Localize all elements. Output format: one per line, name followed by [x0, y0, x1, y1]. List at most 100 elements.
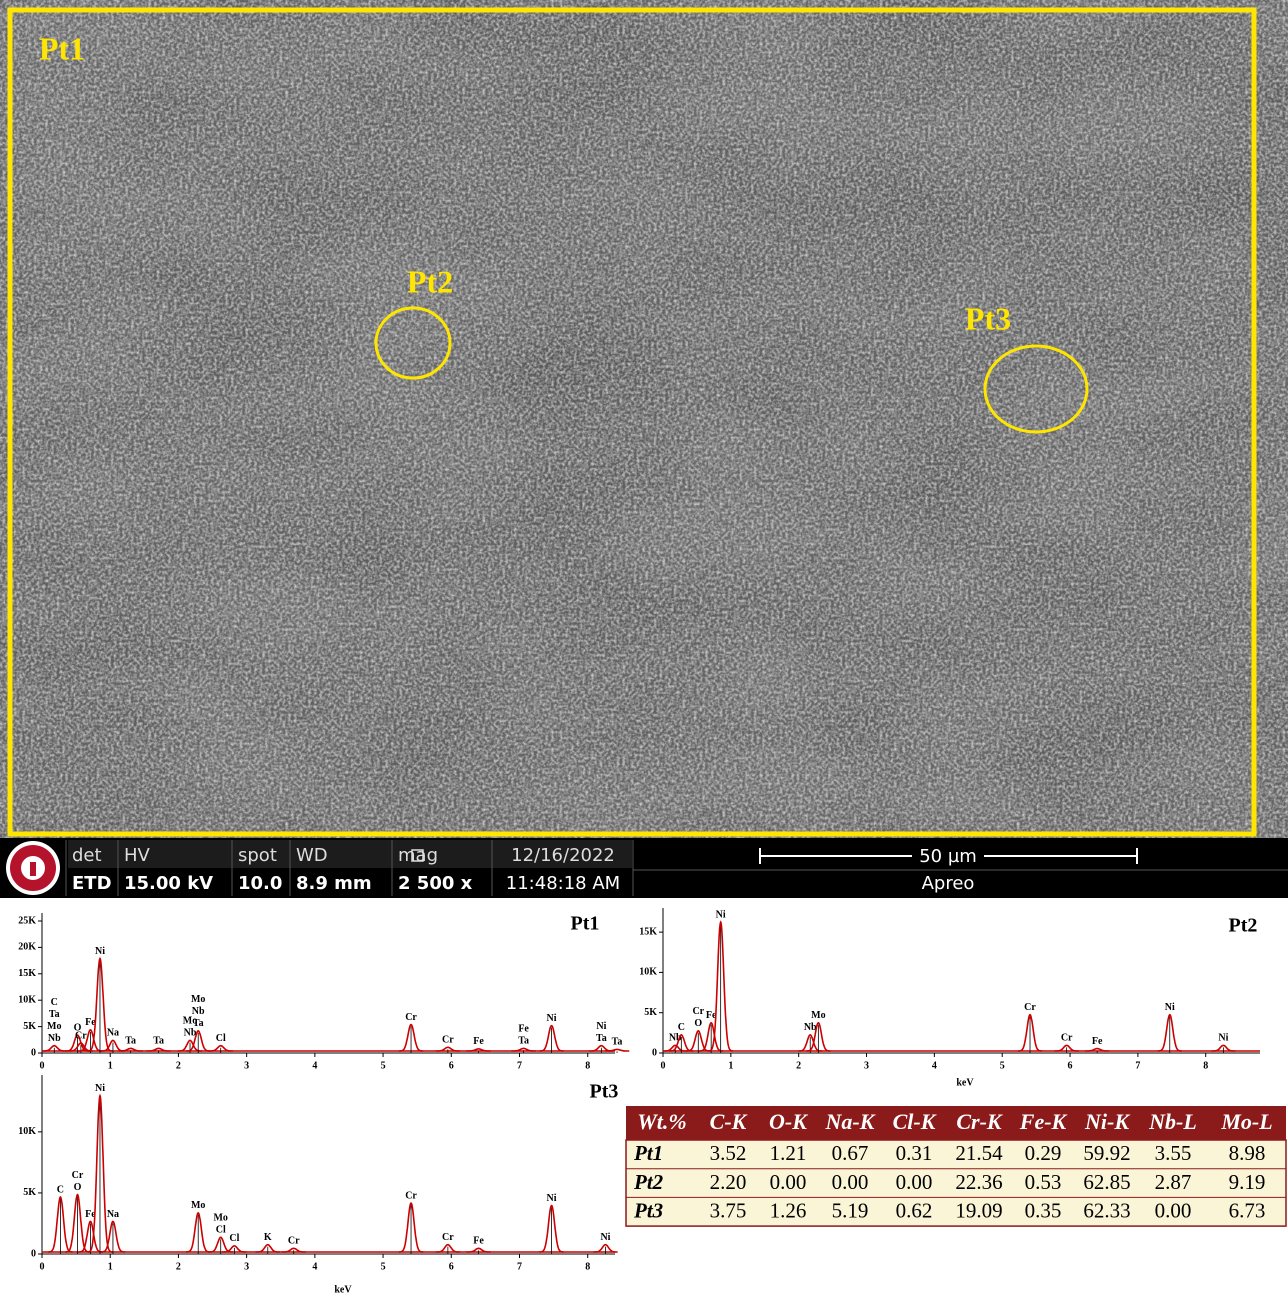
x-tick-label: 7 [1135, 1060, 1140, 1071]
peak-label: K [264, 1232, 272, 1243]
peak-label: Cr [72, 1170, 84, 1181]
figure: Pt1Pt2Pt3detETDHV15.00 kVspot10.0WD8.9 m… [0, 0, 1288, 1297]
table-header: Wt.% [637, 1109, 687, 1134]
x-axis-label: keV [956, 1077, 974, 1088]
peak-label: Cr [442, 1232, 454, 1243]
x-tick-label: 7 [517, 1261, 522, 1272]
info-head: WD [296, 845, 328, 866]
peak-label: Nb [48, 1033, 61, 1044]
info-head: det [72, 845, 102, 866]
y-tick-label: 15K [18, 968, 36, 979]
x-tick-label: 6 [1068, 1060, 1073, 1071]
x-tick-label: 2 [796, 1060, 801, 1071]
table-cell: 6.73 [1229, 1199, 1266, 1223]
x-tick-label: 3 [244, 1060, 249, 1071]
x-tick-label: 2 [176, 1261, 181, 1272]
peak-label: Cr [288, 1236, 300, 1247]
table-cell: 62.85 [1083, 1170, 1130, 1194]
table-cell: 2.87 [1155, 1170, 1192, 1194]
y-tick-label: 5K [23, 1187, 36, 1198]
peak-label: Ni [1218, 1033, 1228, 1044]
x-tick-label: 2 [176, 1060, 181, 1071]
peak-label: Cr [1061, 1033, 1073, 1044]
x-axis-label: keV [334, 1284, 352, 1295]
table-cell: 3.55 [1155, 1141, 1192, 1165]
scale-label: 50 µm [919, 846, 977, 867]
table-cell: 9.19 [1229, 1170, 1266, 1194]
table-cell: 0.00 [832, 1170, 869, 1194]
y-tick-label: 10K [18, 994, 36, 1005]
peak-label: Ta [125, 1036, 136, 1047]
table-cell: 59.92 [1083, 1141, 1130, 1165]
y-tick-label: 10K [639, 967, 657, 978]
chart-title: Pt1 [571, 913, 600, 935]
x-tick-label: 4 [312, 1060, 317, 1071]
x-tick-label: 0 [40, 1060, 45, 1071]
peak [605, 1049, 630, 1051]
peak-label: Cr [75, 1030, 87, 1041]
y-tick-label: 0 [31, 1248, 36, 1259]
info-head: spot [238, 845, 277, 866]
x-tick-label: 4 [932, 1060, 937, 1071]
peak-label: Mo [213, 1213, 227, 1224]
x-tick-label: 8 [1203, 1060, 1208, 1071]
peak-label: C [51, 997, 58, 1008]
y-tick-label: 25K [18, 915, 36, 926]
info-value: 11:48:18 AM [506, 873, 620, 894]
peak-label: Cr [1024, 1002, 1036, 1013]
peak-label: Cr [692, 1006, 704, 1017]
peak-label: Ta [612, 1037, 623, 1048]
peak-label: Ta [49, 1009, 60, 1020]
peak-label: Fe [473, 1036, 484, 1047]
table-header: C-K [710, 1109, 748, 1134]
peak-label: Fe [1092, 1036, 1103, 1047]
chart-title: Pt2 [1229, 915, 1258, 937]
peak-label: Cr [442, 1035, 454, 1046]
table-cell: 1.26 [770, 1199, 807, 1223]
table-header: Mo-L [1220, 1109, 1272, 1134]
peak-label: Cr [405, 1012, 417, 1023]
x-tick-label: 5 [1000, 1060, 1005, 1071]
table-header: Nb-L [1148, 1109, 1197, 1134]
x-tick-label: 6 [449, 1261, 454, 1272]
table-cell: 62.33 [1083, 1199, 1130, 1223]
x-tick-label: 1 [108, 1261, 113, 1272]
table-cell: 0.53 [1025, 1170, 1062, 1194]
info-head: HV [124, 845, 151, 866]
table-cell: 0.67 [832, 1141, 869, 1165]
peak-label: Na [107, 1028, 119, 1039]
point-label: Pt3 [965, 300, 1011, 336]
table-cell: 0.62 [896, 1199, 933, 1223]
info-value: 15.00 kV [124, 873, 213, 894]
x-tick-label: 4 [312, 1261, 317, 1272]
y-tick-label: 15K [639, 926, 657, 937]
table-header: Ni-K [1084, 1109, 1130, 1134]
peak-label: Mo [811, 1010, 825, 1021]
table-cell: 21.54 [955, 1141, 1003, 1165]
table-cell: 0.00 [770, 1170, 807, 1194]
peak-label: Na [107, 1209, 119, 1220]
x-tick-label: 8 [585, 1261, 590, 1272]
point-label: Pt1 [39, 30, 85, 66]
peak-label: O [694, 1018, 702, 1029]
x-tick-label: 6 [449, 1060, 454, 1071]
table-header: Na-K [825, 1109, 876, 1134]
info-value: 8.9 mm [296, 873, 372, 894]
table-cell: 0.00 [1155, 1199, 1192, 1223]
peak-label: Ni [547, 1013, 557, 1024]
point-label: Pt2 [407, 263, 453, 299]
sem-image [0, 0, 1288, 838]
row-label: Pt2 [633, 1170, 664, 1194]
peak-label: Ta [153, 1036, 164, 1047]
peak-label: Cr [405, 1190, 417, 1201]
peak-label: Mo [191, 1200, 205, 1211]
peak-label: Cl [216, 1033, 226, 1044]
table-cell: 19.09 [955, 1199, 1002, 1223]
x-tick-label: 0 [661, 1060, 666, 1071]
y-tick-label: 0 [652, 1047, 657, 1058]
table-cell: 3.52 [710, 1141, 747, 1165]
table-header: O-K [769, 1109, 808, 1134]
x-tick-label: 1 [108, 1060, 113, 1071]
peak-label: Ta [518, 1036, 529, 1047]
x-tick-label: 5 [381, 1060, 386, 1071]
